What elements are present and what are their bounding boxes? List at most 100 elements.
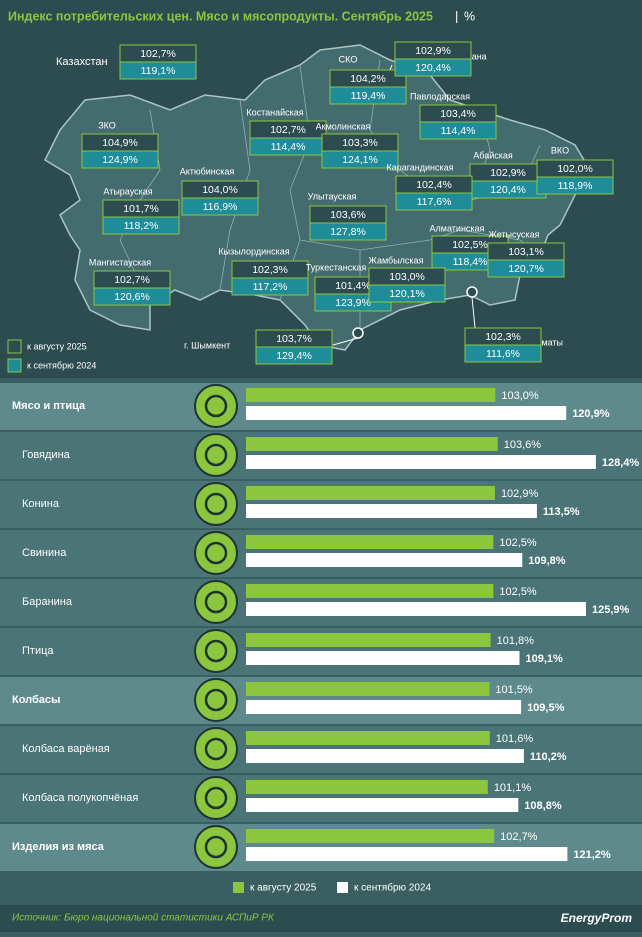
legend-label: к августу 2025 [250,883,317,894]
category-label: Колбасы [12,694,60,706]
region-label: Карагандинская [386,162,453,172]
value-label: 109,8% [528,555,566,567]
region-value-sep: 127,8% [330,226,366,238]
region-cell-sep [464,344,542,363]
region-cell-sep [309,222,387,241]
region-cell-sep [536,176,614,195]
category-label: Свинина [22,547,67,559]
region-cell-sep [419,121,497,140]
region-value-sep: 116,9% [203,201,238,213]
value-label: 101,6% [496,733,534,745]
value-label: 101,1% [494,782,532,794]
category-label: Изделия из мяса [12,841,105,853]
category-icon-inner [204,737,228,761]
bar [246,535,494,549]
region-cell-sep [255,346,333,365]
region-value-aug: 102,7% [114,274,150,286]
region-value-sep: 114,4% [271,141,306,153]
unit: % [464,9,475,23]
category-icon-inner [204,688,228,712]
region-value-sep: 111,6% [486,348,520,360]
bar [246,504,537,518]
region-cell-sep [321,150,399,169]
region-label: Актюбинская [180,166,235,176]
category-icon-inner [204,394,228,418]
region-value-aug: 102,3% [252,264,288,276]
legend-swatch [337,882,348,893]
map-legend-swatch [7,358,22,373]
bar [246,731,490,745]
region-value-sep: 118,4% [453,256,488,268]
region-cell-sep [487,259,565,278]
shymkent-marker [352,327,364,339]
bar [246,486,495,500]
region-value-aug: 104,9% [102,137,138,149]
region-cell-sep [368,284,446,303]
category-label: Конина [22,498,60,510]
region-cell-sep [231,277,309,296]
value-label: 103,6% [504,439,542,451]
bar [246,798,519,812]
region-label: г. Алматы [523,337,563,347]
region-value-aug: 103,1% [508,246,544,258]
bar [246,829,495,843]
region-value-aug: 102,4% [416,179,452,191]
region-label: СКО [339,54,358,64]
region-value-aug: 101,4% [335,280,371,292]
regions: Казахстан 102,7% 119,1% СКО 104,2% 119,4% г. А… [56,41,614,365]
source: Источник: Бюро национальной статистики А… [12,913,275,924]
almaty-leader [471,296,476,329]
region-value-sep: 117,6% [417,196,452,208]
bar [246,682,490,696]
region-cell-sep [81,150,159,169]
region-value-aug: 103,4% [440,108,476,120]
region-value-sep: 124,1% [342,154,378,166]
region-value-sep: 123,9% [335,297,371,309]
bar [246,455,596,469]
category-icon-inner [204,492,228,516]
map-legend-label: к августу 2025 [27,341,87,351]
shymkent-leader [332,337,359,346]
value-label: 102,5% [499,586,537,598]
region-value-aug: 102,9% [490,167,526,179]
bar [246,700,522,714]
logo: EnergyProm [561,911,633,925]
almaty-marker [466,286,478,298]
value-label: 102,7% [500,831,538,843]
bar [246,847,568,861]
region-value-sep: 120,4% [415,62,451,74]
region-value-aug: 103,6% [330,209,366,221]
bar [246,584,494,598]
category-icon [194,433,238,477]
region-label: Алматинская [430,223,485,233]
region-value-sep: 119,4% [351,90,386,102]
value-label: 108,8% [524,800,562,812]
region-value-aug: 101,7% [123,203,159,215]
category-icon-inner [204,639,228,663]
category-label: Птица [22,645,54,657]
category-icon [194,776,238,820]
region-value-aug: 103,3% [342,137,378,149]
region-value-sep: 120,4% [490,184,526,196]
title: Индекс потребительских цен. Мясо и мясоп… [8,9,433,23]
value-label: 101,8% [497,635,535,647]
region-value-sep: 117,2% [253,281,288,293]
region-label: ЗКО [98,120,116,130]
value-label: 101,5% [495,684,533,696]
region-label: Костанайская [246,107,303,117]
bar [246,602,586,616]
region-value-aug: 102,3% [485,331,521,343]
category-icon [194,825,238,869]
category-label: Баранина [22,596,73,608]
region-value-aug: 102,5% [452,239,488,251]
value-label: 102,9% [501,488,539,500]
region-cell-sep [181,197,259,216]
region-value-sep: 124,9% [102,154,138,166]
category-label: Колбаса полукопчёная [22,792,138,804]
region-cell-sep [395,192,473,211]
category-icon-inner [204,835,228,859]
value-label: 109,1% [525,653,563,665]
map-legend-swatch [7,339,22,354]
region-value-sep: 114,4% [441,125,476,137]
category-icon [194,531,238,575]
